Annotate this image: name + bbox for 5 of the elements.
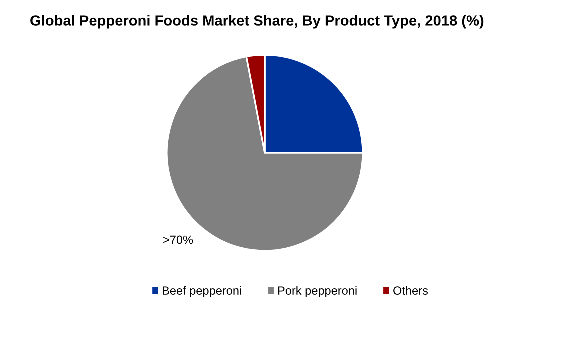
legend-label: Others (394, 286, 428, 295)
text: >70% (164, 236, 194, 244)
legend-label: Beef pepperoni (162, 286, 242, 298)
legend-label: Pork pepperoni (278, 286, 357, 298)
chart-title: Global Pepperoni Foods Market Share, By Product Type, 2018 (%) (30, 15, 484, 29)
